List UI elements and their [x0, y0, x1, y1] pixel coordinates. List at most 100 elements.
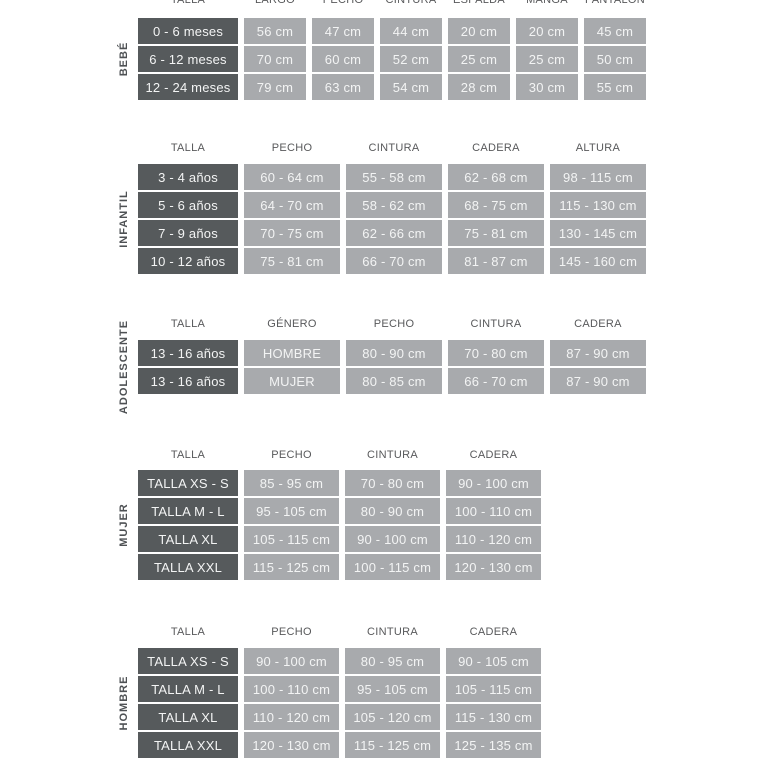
size-value-cell: 55 - 58 cm — [346, 164, 442, 190]
side-label-adolescente: ADOLESCENTE — [118, 319, 130, 415]
column-header: CADERA — [469, 449, 518, 461]
column-header: TALLA — [170, 0, 206, 6]
size-value-cell: 25 cm — [516, 46, 578, 72]
table-row: TALLA XXL 120 - 130 cm 115 - 125 cm 125 - 1… — [138, 732, 541, 758]
table-row: 3 - 4 años 60 - 64 cm 55 - 58 cm 62 - 68 cm… — [138, 164, 646, 190]
side-label-bebe: BEBÉ — [118, 41, 130, 77]
size-value-cell: 115 - 130 cm — [446, 704, 541, 730]
table-row: TALLA XL 110 - 120 cm 105 - 120 cm 115 - 13… — [138, 704, 541, 730]
size-value-cell: 110 - 120 cm — [446, 526, 541, 552]
size-value-cell: 20 cm — [516, 18, 578, 44]
column-header: ESPALDA — [452, 0, 506, 6]
size-value-cell: 54 cm — [380, 74, 442, 100]
column-header-row: TALLA PECHO CINTURA CADERA — [138, 448, 541, 462]
column-header: PECHO — [271, 142, 313, 154]
column-header: CINTURA — [385, 0, 437, 6]
size-value-cell: 80 - 90 cm — [345, 498, 440, 524]
column-header: GÉNERO — [267, 318, 317, 330]
talla-cell: TALLA XXL — [138, 554, 238, 580]
size-value-cell: 79 cm — [244, 74, 306, 100]
size-value-cell: 130 - 145 cm — [550, 220, 646, 246]
side-label-mujer: MUJER — [118, 503, 130, 547]
talla-cell: 7 - 9 años — [138, 220, 238, 246]
size-value-cell: 62 - 68 cm — [448, 164, 544, 190]
column-header: TALLA — [170, 626, 206, 638]
column-header: PECHO — [373, 318, 415, 330]
talla-cell: TALLA XS - S — [138, 648, 238, 674]
size-value-cell: 66 - 70 cm — [346, 248, 442, 274]
size-value-cell: 100 - 110 cm — [446, 498, 541, 524]
size-value-cell: 75 - 81 cm — [448, 220, 544, 246]
table-row: 12 - 24 meses 79 cm 63 cm 54 cm 28 cm 30 cm 55… — [138, 74, 646, 100]
column-header: TALLA — [170, 318, 206, 330]
talla-cell: 6 - 12 meses — [138, 46, 238, 72]
column-header: CADERA — [472, 142, 520, 154]
size-value-cell: HOMBRE — [244, 340, 340, 366]
size-value-cell: 80 - 85 cm — [346, 368, 442, 394]
size-value-cell: 120 - 130 cm — [446, 554, 541, 580]
table-row: 10 - 12 años 75 - 81 cm 66 - 70 cm 81 - 87 … — [138, 248, 646, 274]
size-value-cell: 58 - 62 cm — [346, 192, 442, 218]
size-value-cell: 70 - 80 cm — [448, 340, 544, 366]
talla-cell: TALLA XS - S — [138, 470, 238, 496]
size-value-cell: 50 cm — [584, 46, 646, 72]
size-value-cell: 105 - 120 cm — [345, 704, 440, 730]
size-value-cell: 64 - 70 cm — [244, 192, 340, 218]
size-value-cell: 70 cm — [244, 46, 306, 72]
column-header: MANGA — [526, 0, 568, 6]
size-value-cell: 70 - 75 cm — [244, 220, 340, 246]
talla-cell: TALLA XL — [138, 704, 238, 730]
talla-cell: TALLA XXL — [138, 732, 238, 758]
table-row: TALLA M - L 95 - 105 cm 80 - 90 cm 100 - 11… — [138, 498, 541, 524]
size-value-cell: 28 cm — [448, 74, 510, 100]
column-header: ALTURA — [575, 142, 621, 154]
size-value-cell: 25 cm — [448, 46, 510, 72]
table-row: 13 - 16 años HOMBRE 80 - 90 cm 70 - 80 cm 87… — [138, 340, 646, 366]
talla-cell: 13 - 16 años — [138, 368, 238, 394]
column-header: CINTURA — [470, 318, 522, 330]
table-row: TALLA XXL 115 - 125 cm 100 - 115 cm 120 - 1… — [138, 554, 541, 580]
size-value-cell: 55 cm — [584, 74, 646, 100]
size-value-cell: 87 - 90 cm — [550, 340, 646, 366]
size-value-cell: 52 cm — [380, 46, 442, 72]
size-value-cell: 90 - 105 cm — [446, 648, 541, 674]
size-value-cell: 95 - 105 cm — [345, 676, 440, 702]
column-header-row: TALLA PECHO CINTURA CADERA — [138, 625, 541, 639]
size-value-cell: 98 - 115 cm — [550, 164, 646, 190]
column-header: PECHO — [271, 626, 312, 638]
size-value-cell: 90 - 100 cm — [244, 648, 339, 674]
talla-cell: TALLA M - L — [138, 676, 238, 702]
size-value-cell: 56 cm — [244, 18, 306, 44]
table-row: 7 - 9 años 70 - 75 cm 62 - 66 cm 75 - 81 cm… — [138, 220, 646, 246]
table-row: 0 - 6 meses 56 cm 47 cm 44 cm 20 cm 20 cm 45 c… — [138, 18, 646, 44]
column-header: PANTALÓN — [584, 0, 646, 6]
size-value-cell: 80 - 90 cm — [346, 340, 442, 366]
talla-cell: 0 - 6 meses — [138, 18, 238, 44]
column-header-row: TALLA LARGO PECHO CINTURA ESPALDA MANGA PANTAL… — [138, 0, 646, 7]
table-row: 5 - 6 años 64 - 70 cm 58 - 62 cm 68 - 75 cm… — [138, 192, 646, 218]
table-row: TALLA XL 105 - 115 cm 90 - 100 cm 110 - 120… — [138, 526, 541, 552]
size-value-cell: 44 cm — [380, 18, 442, 44]
size-value-cell: 100 - 115 cm — [345, 554, 440, 580]
size-value-cell: 90 - 100 cm — [446, 470, 541, 496]
table-row: TALLA XS - S 90 - 100 cm 80 - 95 cm 90 - 10… — [138, 648, 541, 674]
talla-cell: 3 - 4 años — [138, 164, 238, 190]
size-value-cell: MUJER — [244, 368, 340, 394]
size-value-cell: 90 - 100 cm — [345, 526, 440, 552]
column-header-row: TALLA GÉNERO PECHO CINTURA CADERA — [138, 317, 646, 331]
size-value-cell: 105 - 115 cm — [244, 526, 339, 552]
talla-cell: 13 - 16 años — [138, 340, 238, 366]
side-label-hombre: HOMBRE — [118, 675, 130, 731]
column-header: CADERA — [469, 626, 518, 638]
talla-cell: 10 - 12 años — [138, 248, 238, 274]
table-row: TALLA XS - S 85 - 95 cm 70 - 80 cm 90 - 100… — [138, 470, 541, 496]
table-row: 13 - 16 años MUJER 80 - 85 cm 66 - 70 cm 87 … — [138, 368, 646, 394]
size-value-cell: 85 - 95 cm — [244, 470, 339, 496]
talla-cell: 12 - 24 meses — [138, 74, 238, 100]
